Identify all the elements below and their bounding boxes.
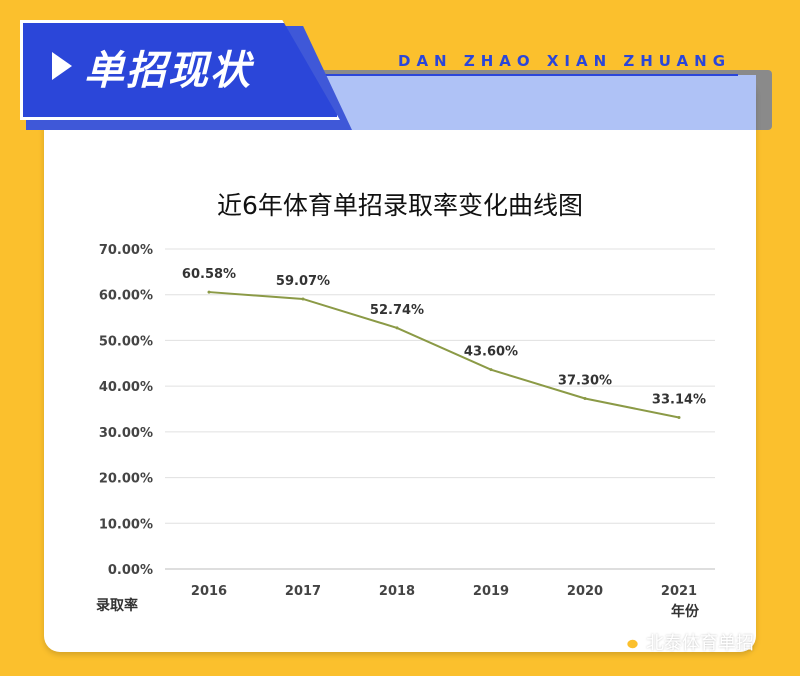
x-axis-label: 年份 [671, 603, 700, 620]
y-tick-label: 20.00% [99, 472, 153, 487]
x-tick-label: 2018 [379, 584, 415, 599]
data-label: 52.74% [370, 303, 424, 318]
gridlines [165, 248, 715, 570]
y-tick-label: 10.00% [99, 517, 153, 532]
play-icon [52, 52, 72, 80]
data-point [489, 368, 493, 372]
series-line-path [208, 291, 680, 419]
y-tick-label: 70.00% [99, 243, 153, 258]
data-label: 43.60% [464, 345, 518, 360]
data-label: 59.07% [276, 274, 330, 289]
x-tick-label: 2020 [567, 584, 603, 599]
chart-title: 近6年体育单招录取率变化曲线图 [217, 191, 583, 220]
banner [20, 20, 340, 120]
data-point [301, 297, 305, 301]
chart-card [44, 78, 756, 652]
y-tick-labels: 0.00% 10.00% 20.00% 30.00% 40.00% 50.00% 60.00… [99, 243, 153, 578]
data-label: 33.14% [652, 393, 706, 408]
y-tick-label: 30.00% [99, 426, 153, 441]
data-label: 60.58% [182, 267, 236, 282]
x-tick-labels: 2016 2017 2018 2019 2020 2021 [191, 584, 697, 599]
y-tick-label: 0.00% [108, 563, 153, 578]
page-title: 单招现状 [84, 48, 252, 94]
wechat-icon [618, 633, 640, 650]
data-point [677, 416, 681, 420]
y-axis-label: 录取率 [96, 597, 138, 614]
page-subtitle: DAN ZHAO XIAN ZHUANG [398, 52, 732, 70]
x-tick-label: 2017 [285, 584, 321, 599]
y-tick-label: 60.00% [99, 289, 153, 304]
watermark: 北泰体育单招 [618, 630, 754, 654]
data-point [395, 326, 399, 330]
data-point [583, 396, 587, 400]
banner-underline [318, 74, 738, 76]
banner-light-strip [318, 75, 756, 130]
x-tick-label: 2016 [191, 584, 227, 599]
watermark-text: 北泰体育单招 [646, 633, 754, 654]
data-point [207, 290, 211, 294]
data-label: 37.30% [558, 373, 612, 388]
x-tick-label: 2019 [473, 584, 509, 599]
y-tick-label: 50.00% [99, 334, 153, 349]
series-line [207, 290, 681, 420]
data-labels: 60.58% 59.07% 52.74% 43.60% 37.30% 33.14% [182, 267, 706, 407]
y-tick-label: 40.00% [99, 380, 153, 395]
x-tick-label: 2021 [661, 584, 697, 599]
